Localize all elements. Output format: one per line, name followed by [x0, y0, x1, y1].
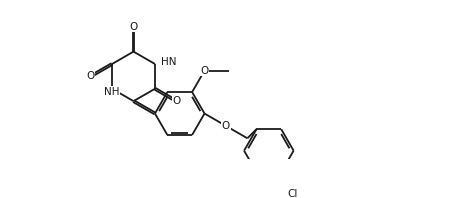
Text: O: O — [222, 121, 230, 131]
Text: NH: NH — [104, 87, 120, 97]
Text: O: O — [86, 71, 95, 81]
Text: O: O — [129, 22, 138, 32]
Text: O: O — [200, 66, 209, 76]
Text: Cl: Cl — [288, 188, 298, 198]
Text: O: O — [172, 96, 180, 106]
Text: HN: HN — [161, 57, 177, 67]
